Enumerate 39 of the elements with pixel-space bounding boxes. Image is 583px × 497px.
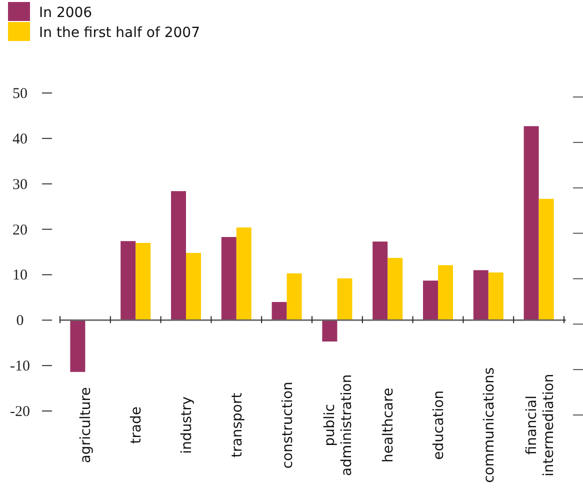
x-tick-label: agriculture	[78, 387, 94, 464]
bar	[286, 273, 302, 320]
x-tick-label: communications	[481, 367, 498, 483]
y-tick-label: 0	[16, 313, 24, 330]
bar	[488, 272, 504, 320]
x-tick-label: education	[431, 390, 447, 460]
y-tick-label: 10	[12, 268, 28, 284]
y-tick-label: 40	[12, 131, 28, 148]
y-tick-label: 20	[12, 222, 28, 238]
x-tick-label: healthcare	[380, 388, 397, 462]
legend-label: In 2006	[39, 5, 92, 21]
bar	[388, 258, 403, 320]
x-tick-label: construction	[280, 382, 296, 469]
bar	[186, 252, 201, 320]
bar	[473, 270, 488, 320]
bar	[337, 278, 352, 320]
bar	[236, 227, 252, 320]
x-tick-label: financial intermediation	[524, 374, 557, 477]
y-tick-label: -10	[10, 358, 30, 375]
bar	[538, 198, 554, 320]
bar	[322, 320, 338, 342]
x-tick-label: industry	[179, 396, 195, 454]
x-tick-label: public administration	[322, 374, 356, 476]
bar	[70, 320, 86, 372]
x-tick-label: trade	[128, 406, 145, 444]
bar	[423, 280, 438, 320]
bar	[171, 191, 186, 320]
bar	[272, 302, 287, 320]
bar	[221, 237, 236, 320]
x-tick-label: transport	[229, 392, 246, 458]
y-tick-label: 50	[12, 86, 28, 102]
bar	[524, 126, 539, 320]
bar	[136, 242, 151, 320]
y-tick-label: 30	[12, 176, 28, 193]
y-tick-label: -20	[10, 404, 30, 420]
bar	[120, 241, 136, 320]
legend-label: In the first half of 2007	[39, 25, 200, 41]
bar	[438, 265, 453, 320]
bar	[372, 242, 388, 320]
